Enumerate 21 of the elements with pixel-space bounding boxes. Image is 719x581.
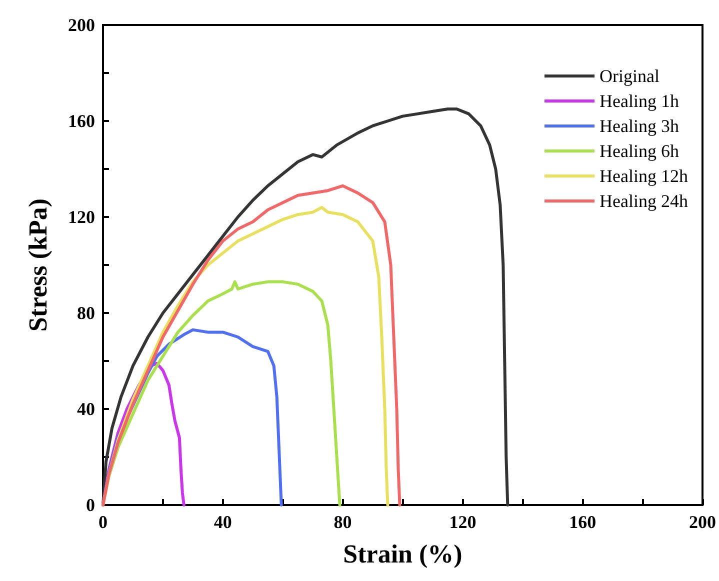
x-tick-label: 120 [449, 512, 476, 532]
line-series [102, 108, 510, 506]
y-tick-label: 200 [68, 15, 95, 35]
y-tick-label: 40 [77, 399, 95, 419]
x-tick-label: 80 [334, 512, 352, 532]
legend-label: Healing 1h [600, 91, 680, 111]
x-tick-label: 0 [98, 512, 108, 532]
x-tick-label: 160 [569, 512, 596, 532]
y-tick-label: 0 [86, 495, 95, 515]
legend-label: Original [600, 66, 660, 86]
legend-label: Healing 24h [600, 191, 688, 211]
legend-label: Healing 12h [600, 166, 688, 186]
legend-label: Healing 6h [600, 141, 680, 161]
x-axis-title: Strain (%) [343, 540, 462, 568]
legend-label: Healing 3h [600, 116, 680, 136]
y-axis-title: Stress (kPa) [24, 198, 52, 332]
y-tick-label: 160 [68, 111, 95, 131]
y-tick-label: 80 [77, 303, 95, 323]
y-tick-label: 120 [68, 207, 95, 227]
x-tick-label: 40 [214, 512, 232, 532]
x-tick-label: 200 [689, 512, 716, 532]
